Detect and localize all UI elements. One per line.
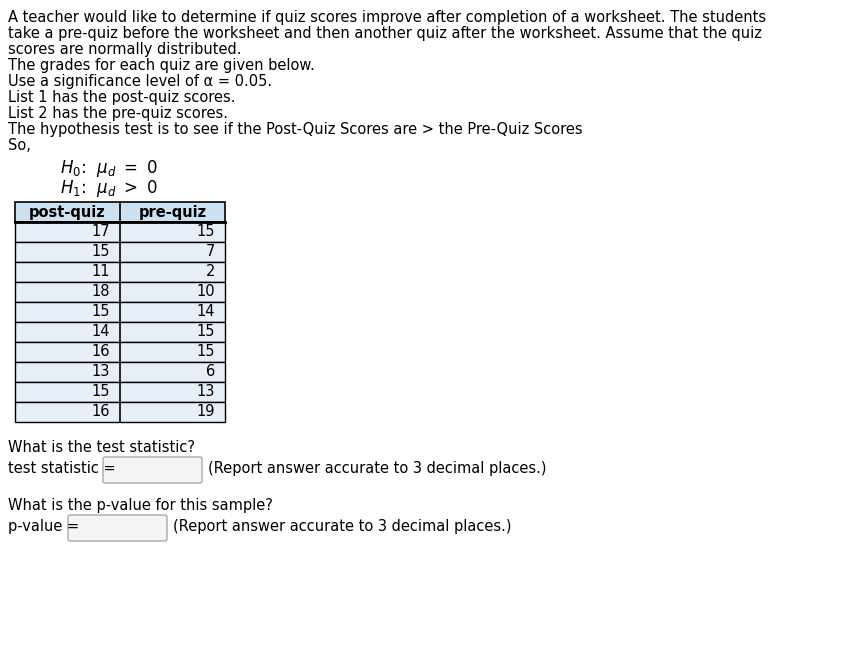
- Text: Use a significance level of α = 0.05.: Use a significance level of α = 0.05.: [8, 74, 272, 89]
- Text: 14: 14: [91, 324, 110, 339]
- Text: The hypothesis test is to see if the Post-Quiz Scores are > the Pre-Quiz Scores: The hypothesis test is to see if the Pos…: [8, 122, 583, 137]
- Text: The grades for each quiz are given below.: The grades for each quiz are given below…: [8, 58, 314, 73]
- Bar: [15, 302, 225, 322]
- Bar: [15, 242, 225, 262]
- Text: scores are normally distributed.: scores are normally distributed.: [8, 42, 241, 57]
- FancyBboxPatch shape: [103, 457, 202, 483]
- Text: What is the test statistic?: What is the test statistic?: [8, 440, 195, 455]
- Text: What is the p-value for this sample?: What is the p-value for this sample?: [8, 498, 273, 513]
- FancyBboxPatch shape: [68, 515, 167, 541]
- Bar: [15, 402, 225, 422]
- Text: 15: 15: [197, 225, 215, 239]
- Text: 15: 15: [197, 345, 215, 360]
- Text: List 2 has the pre-quiz scores.: List 2 has the pre-quiz scores.: [8, 106, 228, 121]
- Text: test statistic =: test statistic =: [8, 461, 120, 476]
- Bar: [15, 322, 225, 342]
- Bar: [15, 202, 225, 222]
- Bar: [15, 222, 225, 242]
- Text: 13: 13: [92, 364, 110, 380]
- Text: 11: 11: [91, 264, 110, 279]
- Text: post-quiz: post-quiz: [29, 204, 106, 219]
- Text: take a pre-quiz before the worksheet and then another quiz after the worksheet. : take a pre-quiz before the worksheet and…: [8, 26, 762, 41]
- Text: List 1 has the post-quiz scores.: List 1 has the post-quiz scores.: [8, 90, 235, 105]
- Text: 2: 2: [205, 264, 215, 279]
- Text: 16: 16: [91, 405, 110, 420]
- Bar: [15, 282, 225, 302]
- Text: (Report answer accurate to 3 decimal places.): (Report answer accurate to 3 decimal pla…: [208, 461, 546, 476]
- Text: A teacher would like to determine if quiz scores improve after completion of a w: A teacher would like to determine if qui…: [8, 10, 766, 25]
- Text: 7: 7: [205, 244, 215, 260]
- Text: pre-quiz: pre-quiz: [138, 204, 206, 219]
- Bar: [15, 382, 225, 402]
- Text: 18: 18: [91, 285, 110, 299]
- Bar: [15, 362, 225, 382]
- Text: 17: 17: [91, 225, 110, 239]
- Text: 15: 15: [91, 244, 110, 260]
- Bar: [15, 262, 225, 282]
- Text: 14: 14: [197, 304, 215, 320]
- Text: 15: 15: [197, 324, 215, 339]
- Text: 19: 19: [197, 405, 215, 420]
- Text: 13: 13: [197, 384, 215, 399]
- Bar: [15, 342, 225, 362]
- Text: 10: 10: [196, 285, 215, 299]
- Text: 15: 15: [91, 304, 110, 320]
- Text: So,: So,: [8, 138, 31, 153]
- Text: 6: 6: [205, 364, 215, 380]
- Text: $H_1$:  $\mu_d\ >\ 0$: $H_1$: $\mu_d\ >\ 0$: [60, 178, 158, 199]
- Text: p-value =: p-value =: [8, 519, 83, 534]
- Text: $H_0$:  $\mu_d\ =\ 0$: $H_0$: $\mu_d\ =\ 0$: [60, 158, 158, 179]
- Text: 16: 16: [91, 345, 110, 360]
- Text: 15: 15: [91, 384, 110, 399]
- Text: (Report answer accurate to 3 decimal places.): (Report answer accurate to 3 decimal pla…: [173, 519, 511, 534]
